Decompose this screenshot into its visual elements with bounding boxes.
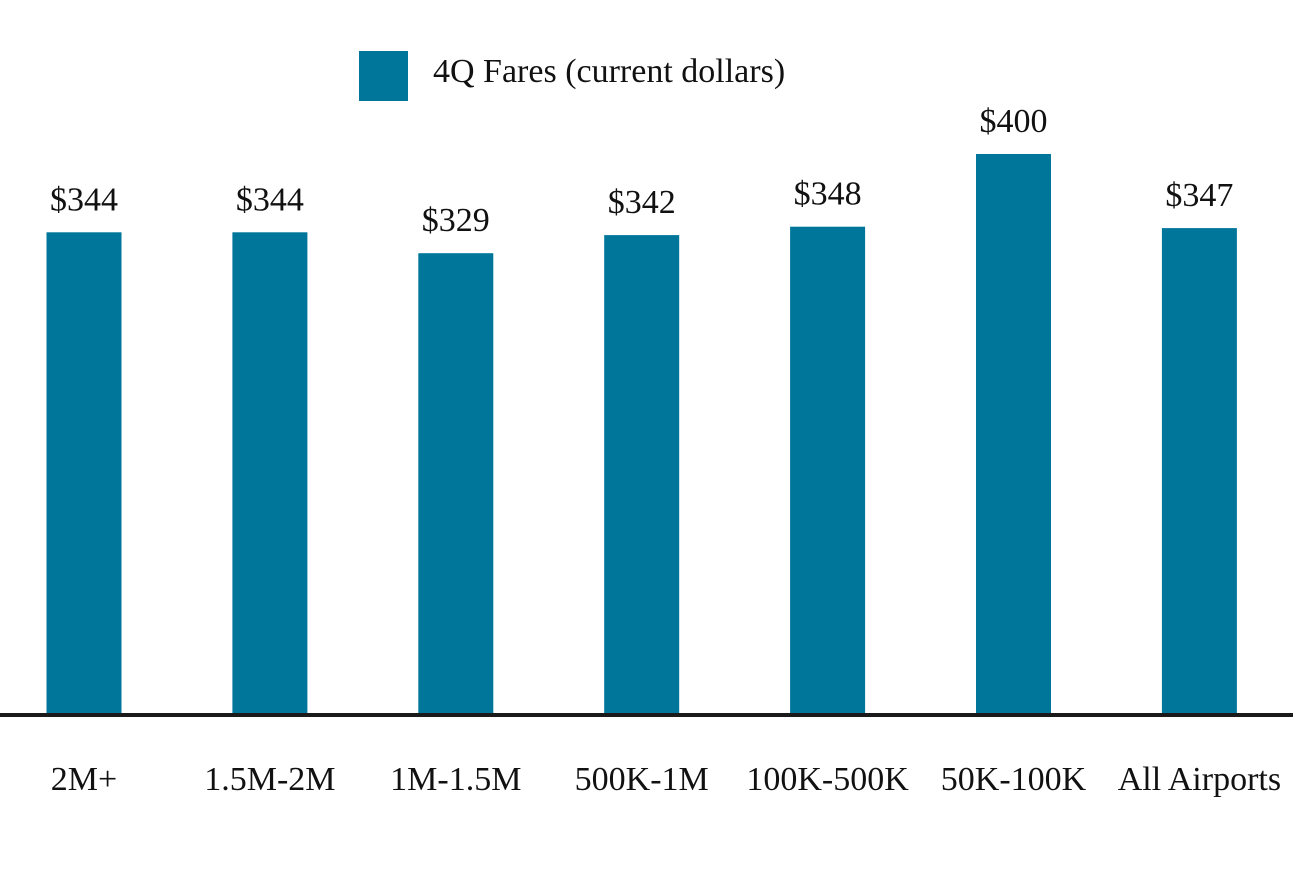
legend-swatch	[359, 51, 408, 101]
bar-3	[604, 235, 680, 713]
value-label-1: $344	[236, 181, 304, 218]
bar-5	[976, 154, 1051, 713]
category-label-3: 500K-1M	[575, 761, 709, 798]
bar-2	[418, 253, 494, 713]
bar-1	[232, 232, 308, 714]
category-label-0: 2M+	[51, 761, 117, 798]
value-label-6: $347	[1165, 177, 1233, 214]
category-label-5: 50K-100K	[941, 761, 1087, 798]
value-label-0: $344	[50, 181, 118, 218]
bar-0	[46, 232, 122, 714]
category-label-2: 1M-1.5M	[390, 761, 521, 798]
value-labels-group: $344 $344 $329 $342 $348 $400 $347	[50, 103, 1233, 239]
value-label-4: $348	[794, 176, 862, 213]
category-labels-group: 2M+ 1.5M-2M 1M-1.5M 500K-1M 100K-500K 50K-100…	[51, 761, 1281, 798]
value-label-5: $400	[980, 103, 1048, 140]
legend-label: 4Q Fares (current dollars)	[433, 53, 786, 90]
value-label-3: $342	[608, 184, 676, 221]
category-label-1: 1.5M-2M	[204, 761, 335, 798]
bar-4	[790, 226, 866, 713]
chart-legend: 4Q Fares (current dollars)	[359, 51, 785, 101]
category-label-6: All Airports	[1118, 761, 1281, 798]
category-label-4: 100K-500K	[746, 761, 909, 798]
value-label-2: $329	[422, 202, 490, 239]
bar-6	[1161, 228, 1237, 713]
bars-group	[46, 154, 1237, 714]
